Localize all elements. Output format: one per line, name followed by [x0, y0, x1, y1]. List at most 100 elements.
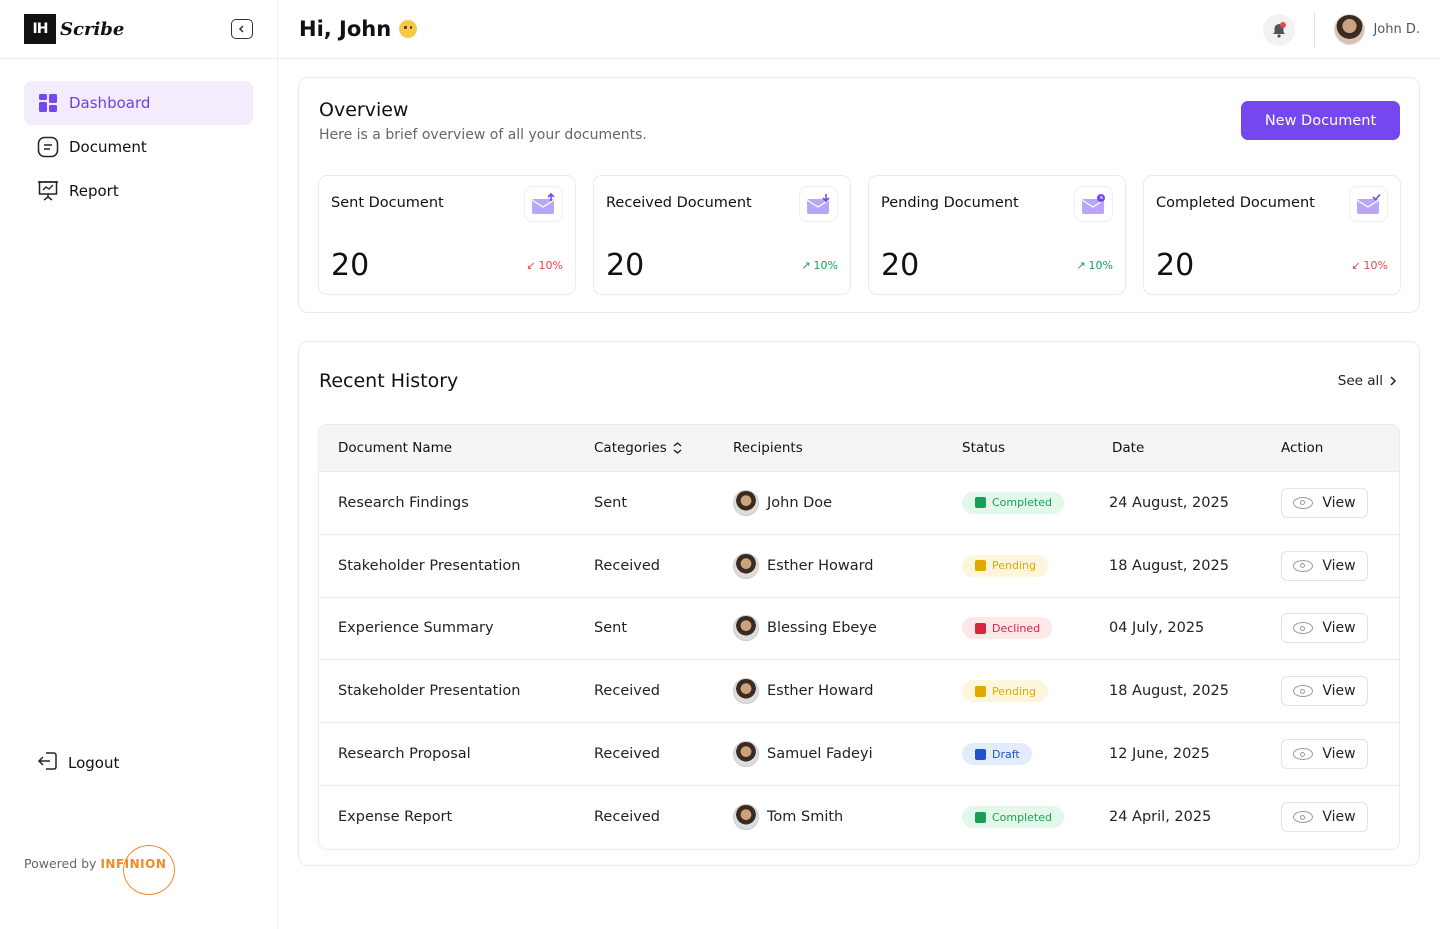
envelope-receive-icon [799, 186, 838, 222]
document-name: Research Findings [338, 494, 469, 511]
sidebar-item-label: Report [69, 182, 119, 200]
sidebar-item-label: Document [69, 138, 147, 156]
eye-icon [1293, 496, 1314, 509]
status-cell: Completed [962, 806, 1064, 829]
logout-button[interactable]: Logout [37, 750, 119, 776]
arrow-down-left-icon: ↙ [1351, 259, 1361, 272]
eye-icon [1293, 622, 1314, 635]
table-row: Experience Summary Sent Blessing Ebeye D… [319, 598, 1399, 661]
pen-icon [975, 497, 986, 509]
stat-label: Pending Document [881, 195, 1019, 211]
greeting-text: Hi, John [299, 17, 392, 41]
view-button[interactable]: View [1281, 676, 1368, 707]
status-cell: Declined [962, 617, 1053, 640]
status-label: Completed [992, 496, 1052, 510]
sidebar-item-label: Dashboard [69, 94, 151, 112]
view-button[interactable]: View [1281, 550, 1368, 581]
envelope-check-icon [1349, 186, 1388, 222]
recipient: John Doe [733, 489, 832, 516]
column-header: Date [1112, 440, 1145, 456]
avatar [733, 489, 759, 516]
view-label: View [1322, 494, 1356, 511]
recipient-name: Samuel Fadeyi [767, 746, 873, 763]
powered-by: Powered by INFINION [24, 844, 176, 895]
column-header: Action [1281, 440, 1324, 456]
recipient: Esther Howard [733, 678, 874, 705]
stat-value: 20 [331, 248, 370, 283]
header-divider [1314, 12, 1315, 48]
document-name: Research Proposal [338, 746, 471, 763]
stat-value: 20 [1156, 248, 1195, 283]
stat-change-value: 10% [1363, 259, 1388, 272]
user-menu[interactable]: John D. [1334, 14, 1420, 45]
status-cell: Pending [962, 680, 1048, 703]
status-cell: Draft [962, 743, 1032, 766]
view-label: View [1322, 809, 1356, 826]
category: Received [594, 683, 660, 700]
app-logo[interactable]: IH Scribe [24, 14, 124, 44]
status-label: Pending [992, 559, 1036, 573]
user-name: John D. [1373, 22, 1420, 37]
date: 12 June, 2025 [1109, 746, 1210, 763]
date: 24 April, 2025 [1109, 809, 1212, 826]
stats-row: Sent Document 20 ↙ 10% Received Document… [318, 175, 1401, 295]
column-header-categories[interactable]: Categories [594, 440, 682, 456]
view-button[interactable]: View [1281, 487, 1368, 518]
avatar [733, 678, 759, 705]
table-row: Research Proposal Received Samuel Fadeyi… [319, 723, 1399, 786]
notification-bell-icon[interactable] [1263, 14, 1295, 46]
category: Received [594, 809, 660, 826]
category: Sent [594, 494, 628, 511]
stat-change: ↙ 10% [526, 259, 563, 272]
view-button[interactable]: View [1281, 613, 1368, 644]
presentation-chart-icon [37, 180, 59, 202]
document-icon [37, 136, 59, 158]
status-badge: Completed [962, 491, 1064, 514]
date: 18 August, 2025 [1109, 683, 1229, 700]
date: 04 July, 2025 [1109, 620, 1205, 637]
sidebar-item-report[interactable]: Report [24, 169, 253, 213]
status-label: Draft [992, 747, 1020, 761]
status-badge: Pending [962, 554, 1048, 577]
category: Received [594, 746, 660, 763]
table-row: Stakeholder Presentation Received Esther… [319, 535, 1399, 598]
date: 24 August, 2025 [1109, 494, 1229, 511]
sidebar-item-dashboard[interactable]: Dashboard [24, 81, 253, 125]
see-all-label: See all [1337, 373, 1383, 389]
view-button[interactable]: View [1281, 802, 1368, 833]
status-badge: Draft [962, 743, 1032, 766]
sidebar-item-document[interactable]: Document [24, 125, 253, 169]
recipient-name: Esther Howard [767, 557, 874, 574]
logo-row: IH Scribe [0, 0, 277, 59]
column-header: Document Name [338, 440, 453, 456]
stat-change-value: 10% [1088, 259, 1113, 272]
table-body: Research Findings Sent John Doe Complete… [319, 472, 1399, 849]
table-row: Stakeholder Presentation Received Esther… [319, 660, 1399, 724]
action-cell: View [1281, 550, 1368, 581]
stat-change-value: 10% [813, 259, 838, 272]
stat-card-completed: Completed Document 20 ↙ 10% [1143, 175, 1401, 295]
status-badge: Completed [962, 806, 1064, 829]
stat-value: 20 [606, 248, 645, 283]
status-label: Completed [992, 810, 1052, 824]
stat-label: Completed Document [1156, 195, 1315, 211]
collapse-sidebar-icon[interactable] [231, 19, 253, 39]
sidebar: IH Scribe Dashboard Document Report [0, 0, 278, 929]
view-button[interactable]: View [1281, 739, 1368, 770]
category: Sent [594, 620, 628, 637]
top-header: Hi, John John D. [279, 0, 1440, 59]
status-cell: Pending [962, 554, 1048, 577]
new-document-button[interactable]: New Document [1241, 101, 1400, 140]
logo-mark: IH [24, 14, 56, 44]
stat-label: Received Document [606, 195, 752, 211]
action-cell: View [1281, 613, 1368, 644]
logout-icon [37, 750, 59, 776]
x-square-icon [975, 622, 986, 634]
action-cell: View [1281, 487, 1368, 518]
sidebar-nav: Dashboard Document Report [0, 59, 277, 213]
grid-icon [37, 92, 59, 114]
stat-change: ↗ 10% [1076, 259, 1113, 272]
recipient: Tom Smith [733, 804, 843, 831]
see-all-link[interactable]: See all [1338, 373, 1397, 389]
stat-change-value: 10% [538, 259, 563, 272]
